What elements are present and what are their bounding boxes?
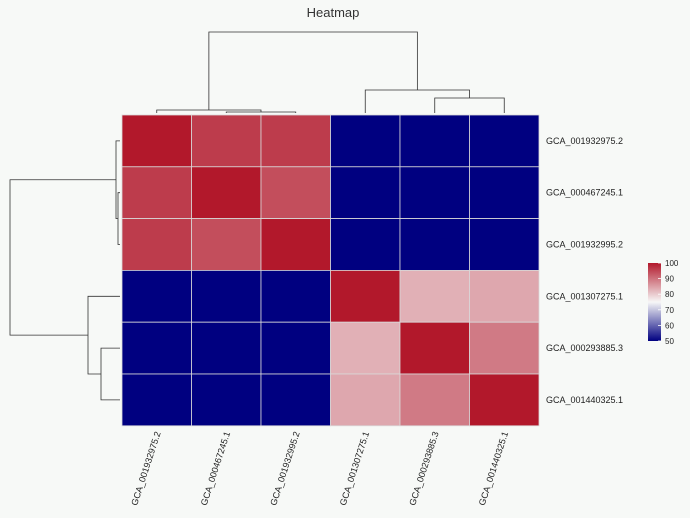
heatmap-cell	[330, 373, 401, 427]
heatmap-cell	[191, 373, 262, 427]
heatmap-cell	[330, 218, 401, 271]
heatmap-cell	[469, 373, 540, 427]
heatmap-cell	[191, 269, 262, 323]
dendrogram-branch	[364, 89, 470, 113]
heatmap-cell	[399, 373, 470, 427]
heatmap-cell	[399, 321, 470, 375]
row-label: GCA_001307275.1	[546, 291, 623, 301]
heatmap-cell	[121, 373, 192, 427]
heatmap-cell	[330, 114, 401, 168]
row-label: GCA_000467245.1	[546, 188, 623, 198]
legend-tick-label: 60	[665, 321, 674, 330]
heatmap-cell	[260, 321, 331, 375]
heatmap-cell	[121, 114, 192, 168]
heatmap-cell	[469, 321, 540, 375]
dendrogram-branch	[117, 192, 120, 245]
heatmap-cell	[469, 166, 540, 220]
heatmap-cell	[121, 321, 192, 375]
heatmap-cell	[121, 166, 192, 220]
dendrogram-branch	[9, 179, 116, 336]
row-label: GCA_000293885.3	[546, 343, 623, 353]
row-labels: GCA_001932975.2 GCA_000467245.1 GCA_001932…	[546, 136, 623, 405]
heatmap-cell	[191, 166, 262, 220]
heatmap-cell	[330, 269, 401, 323]
heatmap-cell	[399, 269, 470, 323]
heatmap-cell	[260, 269, 331, 323]
dendrogram-branch	[156, 109, 262, 113]
column-label: GCA_001932995.2	[268, 430, 301, 506]
row-dendrogram	[9, 140, 120, 401]
legend-tick-label: 70	[665, 306, 674, 315]
dendrogram-branch	[225, 111, 297, 113]
heatmap-cell	[191, 114, 262, 168]
column-label: GCA_000293885.3	[407, 430, 440, 506]
legend-color-bar	[648, 263, 661, 341]
column-dendrogram	[156, 31, 505, 113]
column-label: GCA_001307275.1	[338, 430, 371, 506]
heatmap-cell	[260, 114, 331, 168]
legend-tick-label: 50	[665, 337, 674, 346]
row-label: GCA_001932995.2	[546, 240, 623, 250]
heatmap-cell	[399, 218, 470, 271]
chart-title: Heatmap	[307, 5, 360, 20]
legend-tick-label: 80	[665, 290, 674, 299]
dendrogram-branch	[434, 97, 505, 113]
column-labels: GCA_001932975.2 GCA_000467245.1 GCA_001932…	[129, 430, 510, 506]
heatmap-cell	[469, 114, 540, 168]
row-label: GCA_001440325.1	[546, 395, 623, 405]
dendrogram-branch	[87, 295, 120, 375]
heatmap-cell	[399, 166, 470, 220]
heatmap-cell	[121, 269, 192, 323]
heatmap-cell	[260, 218, 331, 271]
color-legend: 100 90 80 70 60 50	[648, 259, 679, 346]
heatmap-cell	[330, 321, 401, 375]
dendrogram-branch	[100, 347, 120, 401]
heatmap-cells	[121, 114, 540, 427]
heatmap-cell	[191, 218, 262, 271]
heatmap-cell	[330, 166, 401, 220]
column-label: GCA_001440325.1	[477, 430, 510, 506]
column-label: GCA_000467245.1	[199, 430, 232, 506]
heatmap-cell	[260, 166, 331, 220]
legend-tick-label: 100	[665, 259, 679, 268]
dendrogram-branch	[208, 31, 418, 110]
heatmap-cell	[399, 114, 470, 168]
legend-tick-label: 90	[665, 275, 674, 284]
column-label: GCA_001932975.2	[129, 430, 162, 506]
heatmap-cell	[260, 373, 331, 427]
row-label: GCA_001932975.2	[546, 136, 623, 146]
heatmap-cell	[121, 218, 192, 271]
heatmap-cell	[191, 321, 262, 375]
heatmap-cell	[469, 269, 540, 323]
heatmap-cell	[469, 218, 540, 271]
